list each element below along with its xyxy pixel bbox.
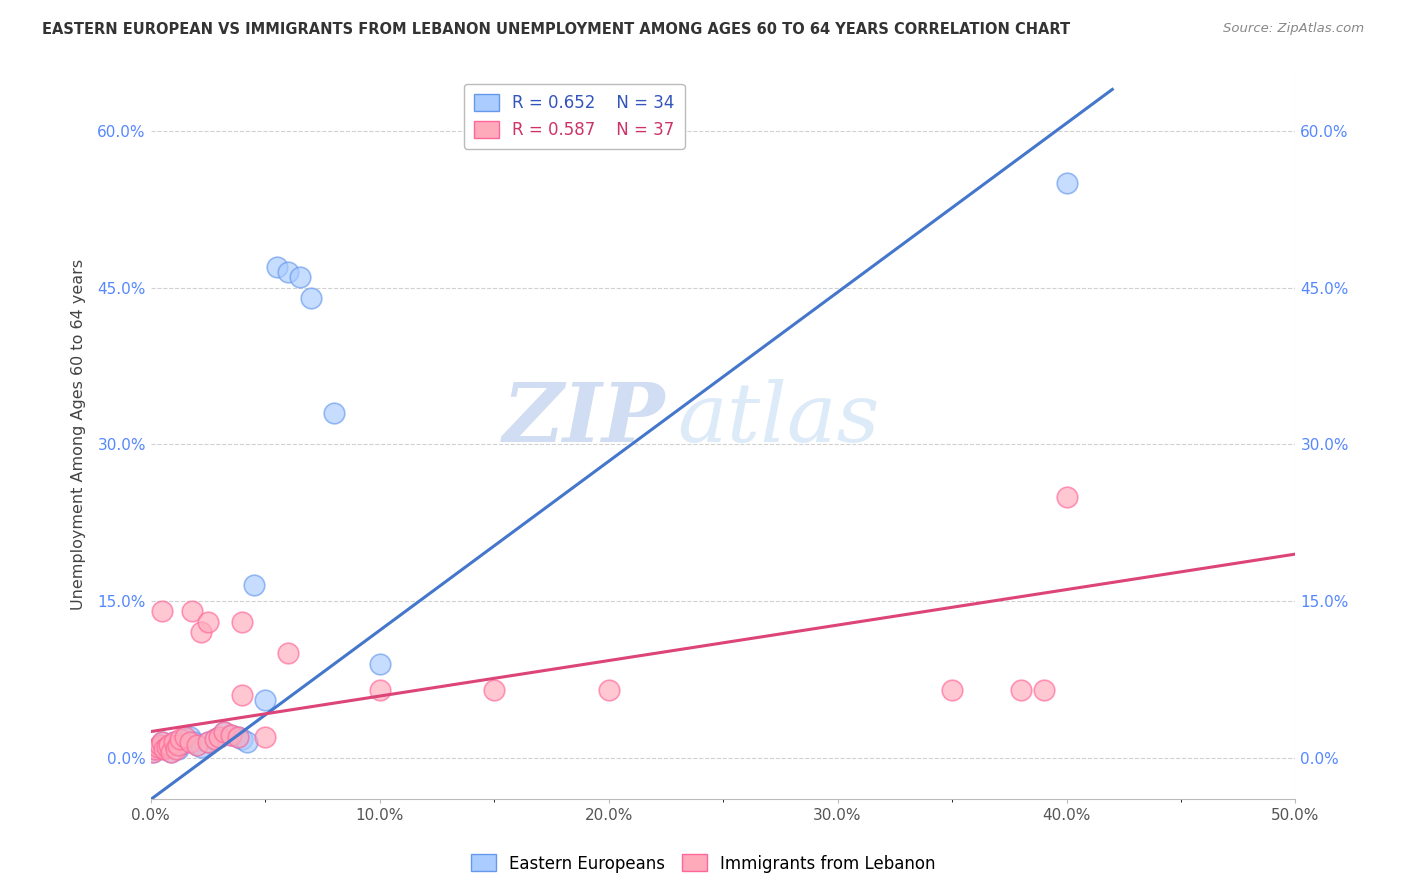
Point bbox=[149, 738, 172, 752]
Point bbox=[368, 682, 391, 697]
Point bbox=[157, 738, 180, 752]
Point bbox=[598, 682, 620, 697]
Legend: R = 0.652    N = 34, R = 0.587    N = 37: R = 0.652 N = 34, R = 0.587 N = 37 bbox=[464, 84, 685, 149]
Point bbox=[165, 742, 187, 756]
Point bbox=[368, 657, 391, 671]
Point bbox=[941, 682, 963, 697]
Text: Source: ZipAtlas.com: Source: ZipAtlas.com bbox=[1223, 22, 1364, 36]
Point bbox=[1010, 682, 1032, 697]
Point bbox=[197, 735, 219, 749]
Point bbox=[169, 738, 191, 752]
Point bbox=[142, 746, 165, 760]
Point bbox=[150, 735, 173, 749]
Point bbox=[167, 742, 190, 756]
Text: EASTERN EUROPEAN VS IMMIGRANTS FROM LEBANON UNEMPLOYMENT AMONG AGES 60 TO 64 YEA: EASTERN EUROPEAN VS IMMIGRANTS FROM LEBA… bbox=[42, 22, 1070, 37]
Point bbox=[1056, 490, 1078, 504]
Point bbox=[190, 740, 212, 755]
Point bbox=[197, 735, 219, 749]
Point bbox=[482, 682, 505, 697]
Point bbox=[153, 742, 176, 756]
Point bbox=[153, 742, 176, 756]
Point bbox=[266, 260, 288, 274]
Point bbox=[226, 730, 249, 744]
Point bbox=[160, 746, 183, 760]
Point bbox=[226, 730, 249, 744]
Point bbox=[208, 730, 231, 744]
Point bbox=[236, 735, 259, 749]
Point bbox=[277, 265, 299, 279]
Point bbox=[167, 738, 190, 752]
Point bbox=[190, 625, 212, 640]
Point bbox=[231, 731, 253, 746]
Point bbox=[212, 724, 235, 739]
Point bbox=[174, 731, 197, 746]
Point bbox=[231, 615, 253, 629]
Point bbox=[208, 730, 231, 744]
Point bbox=[179, 730, 201, 744]
Point bbox=[169, 731, 191, 746]
Point bbox=[157, 738, 180, 752]
Point bbox=[174, 730, 197, 744]
Text: ZIP: ZIP bbox=[503, 379, 666, 459]
Point bbox=[150, 605, 173, 619]
Point bbox=[204, 731, 226, 746]
Point bbox=[254, 730, 277, 744]
Point bbox=[299, 291, 322, 305]
Point bbox=[322, 406, 344, 420]
Point bbox=[150, 735, 173, 749]
Point bbox=[143, 742, 166, 756]
Point bbox=[162, 735, 184, 749]
Point bbox=[186, 738, 208, 752]
Y-axis label: Unemployment Among Ages 60 to 64 years: Unemployment Among Ages 60 to 64 years bbox=[72, 259, 86, 609]
Legend: Eastern Europeans, Immigrants from Lebanon: Eastern Europeans, Immigrants from Leban… bbox=[464, 847, 942, 880]
Text: atlas: atlas bbox=[678, 379, 880, 459]
Point bbox=[212, 724, 235, 739]
Point bbox=[179, 735, 201, 749]
Point bbox=[149, 738, 172, 752]
Point bbox=[1032, 682, 1054, 697]
Point bbox=[242, 578, 264, 592]
Point bbox=[219, 728, 242, 742]
Point bbox=[288, 270, 311, 285]
Point bbox=[204, 731, 226, 746]
Point bbox=[146, 740, 169, 755]
Point bbox=[1056, 177, 1078, 191]
Point bbox=[181, 605, 204, 619]
Point bbox=[156, 740, 179, 755]
Point bbox=[254, 693, 277, 707]
Point bbox=[146, 740, 169, 755]
Point bbox=[219, 728, 242, 742]
Point bbox=[183, 735, 205, 749]
Point bbox=[277, 646, 299, 660]
Point bbox=[162, 735, 184, 749]
Point bbox=[160, 746, 183, 760]
Point bbox=[186, 738, 208, 752]
Point bbox=[156, 740, 179, 755]
Point bbox=[231, 688, 253, 702]
Point bbox=[197, 615, 219, 629]
Point bbox=[143, 742, 166, 756]
Point bbox=[142, 746, 165, 760]
